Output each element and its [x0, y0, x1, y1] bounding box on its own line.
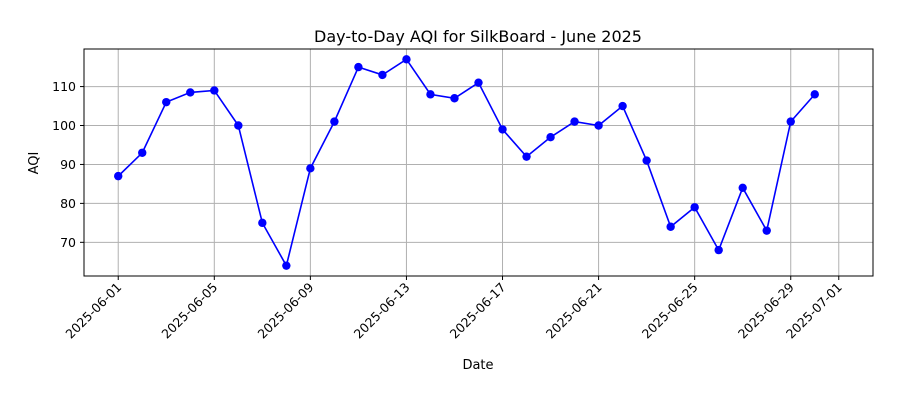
data-point	[546, 132, 555, 142]
plot-area-frame	[83, 48, 874, 277]
y-tick-label: 110	[52, 79, 76, 94]
data-point	[234, 121, 243, 130]
x-axis-ticks: 2025-06-01 2025-06-05 2025-06-09 2025-06-13…	[62, 276, 845, 341]
data-point	[714, 245, 723, 255]
y-axis-ticks: 70 80 90 100 110	[52, 79, 84, 250]
x-tick-label: 2025-06-05	[158, 280, 220, 342]
chart-title: Day-to-Day AQI for SilkBoard - June 2025	[314, 27, 642, 46]
data-point	[786, 117, 795, 126]
x-tick-label: 2025-06-13	[351, 280, 413, 342]
data-points	[114, 55, 819, 270]
data-point	[402, 55, 411, 64]
data-point	[186, 88, 195, 97]
data-point	[690, 203, 699, 212]
data-point	[522, 152, 531, 161]
data-point	[666, 222, 675, 231]
x-tick-label: 2025-06-17	[447, 280, 509, 342]
data-point	[210, 86, 219, 95]
data-point	[138, 148, 147, 157]
y-tick-label: 90	[60, 157, 76, 172]
data-point	[426, 90, 435, 99]
x-axis-label: Date	[462, 358, 493, 373]
data-point	[330, 117, 339, 126]
data-point	[618, 101, 627, 111]
x-tick-label: 2025-06-01	[62, 280, 124, 342]
y-axis-label: AQI	[27, 152, 42, 175]
series-line-layer	[117, 58, 816, 268]
data-point	[114, 171, 123, 181]
data-point	[762, 226, 771, 235]
y-tick-label: 100	[52, 118, 76, 133]
data-point	[642, 156, 651, 165]
y-tick-label: 70	[60, 235, 76, 250]
data-point	[378, 70, 387, 80]
data-point	[258, 218, 267, 228]
x-tick-label: 2025-06-09	[255, 279, 317, 341]
data-point	[594, 121, 603, 130]
y-tick-label: 80	[60, 196, 76, 211]
series-line	[117, 58, 816, 268]
data-point	[450, 94, 459, 103]
data-point	[474, 78, 483, 87]
data-point	[354, 62, 363, 72]
data-point	[810, 90, 819, 99]
x-tick-label: 2025-06-21	[543, 280, 605, 342]
x-tick-label: 2025-06-25	[639, 280, 701, 342]
data-point	[498, 125, 507, 134]
data-point	[306, 164, 315, 173]
data-point	[282, 261, 291, 270]
data-point	[738, 183, 747, 193]
data-point	[162, 97, 171, 107]
data-point	[570, 117, 579, 126]
